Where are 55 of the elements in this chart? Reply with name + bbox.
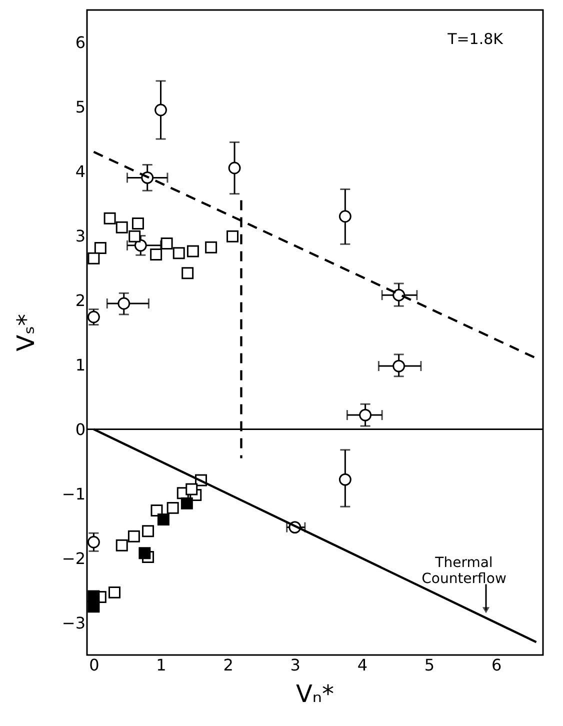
point bbox=[138, 547, 151, 560]
point bbox=[392, 360, 406, 372]
x-tick-label: 4 bbox=[357, 656, 368, 674]
point bbox=[228, 162, 241, 174]
point bbox=[157, 514, 170, 526]
point bbox=[104, 212, 116, 224]
annotation: T=1.8K bbox=[446, 30, 504, 48]
point bbox=[134, 239, 147, 252]
point bbox=[150, 248, 162, 260]
point bbox=[116, 539, 128, 552]
point bbox=[226, 230, 239, 242]
x-tick-label: 0 bbox=[89, 656, 100, 674]
y-tick-label: 5 bbox=[75, 97, 86, 116]
x-tick-label: 6 bbox=[491, 656, 502, 674]
point bbox=[166, 502, 179, 514]
y-tick-label: 2 bbox=[75, 290, 86, 310]
y-tick-label: 0 bbox=[75, 420, 86, 439]
point bbox=[132, 218, 144, 230]
point bbox=[128, 530, 140, 542]
point bbox=[186, 483, 198, 496]
point bbox=[186, 245, 199, 258]
y-tick-label: 4 bbox=[75, 162, 86, 181]
point bbox=[338, 210, 352, 223]
x-tick-label: 5 bbox=[424, 656, 435, 674]
point bbox=[160, 237, 173, 250]
y-tick-label: 6 bbox=[75, 32, 86, 52]
point bbox=[142, 525, 154, 538]
point bbox=[182, 267, 194, 280]
point bbox=[88, 600, 100, 613]
y-tick-label: −2 bbox=[62, 548, 86, 568]
point bbox=[154, 104, 167, 116]
y-axis-title: Vₛ* bbox=[12, 314, 40, 352]
point bbox=[338, 473, 352, 486]
y-tick-label: 1 bbox=[75, 355, 86, 374]
point bbox=[180, 497, 193, 510]
point bbox=[88, 252, 100, 264]
point bbox=[116, 221, 128, 234]
point bbox=[118, 297, 130, 310]
point bbox=[108, 586, 120, 598]
point bbox=[87, 536, 100, 548]
point bbox=[87, 310, 100, 324]
y-tick-label: −1 bbox=[62, 484, 86, 504]
point bbox=[172, 247, 185, 260]
point bbox=[94, 242, 106, 254]
annotation: Thermal Counterflow bbox=[422, 555, 506, 588]
point bbox=[359, 408, 372, 422]
y-tick-label: 3 bbox=[75, 226, 86, 246]
point bbox=[392, 288, 406, 302]
point bbox=[205, 241, 218, 254]
x-tick-label: 1 bbox=[156, 656, 166, 674]
y-tick-label: −3 bbox=[62, 613, 86, 632]
x-tick-label: 2 bbox=[223, 656, 234, 674]
x-axis-title: Vₙ* bbox=[296, 680, 334, 708]
point bbox=[128, 230, 141, 242]
x-tick-label: 3 bbox=[290, 656, 300, 674]
